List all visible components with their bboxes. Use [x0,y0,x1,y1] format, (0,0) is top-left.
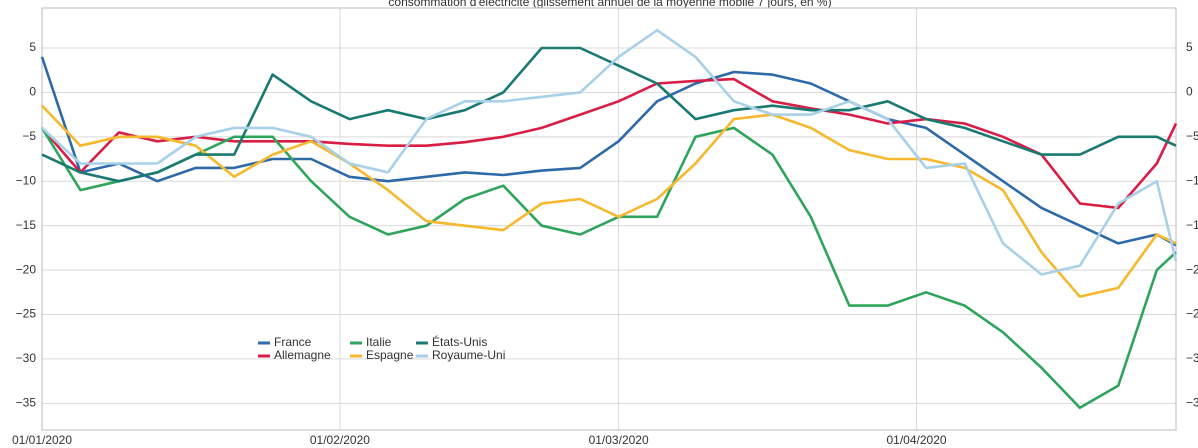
y-tick-label: −10 [16,173,37,187]
series-line [40,56,1177,247]
y-tick-label: −30 [16,351,37,365]
y-tick-label-right: −30 [1186,351,1198,365]
legend-label: Espagne [366,348,414,362]
y-tick-label-right: −10 [1186,173,1198,187]
legend-label: États-Unis [432,334,487,349]
y-tick-label-right: −5 [1186,129,1198,143]
series-line [41,104,1177,298]
y-tick-label: 0 [29,85,36,99]
series-line [41,28,1178,276]
series-line [40,126,1177,410]
y-tick-label-right: −15 [1186,218,1198,232]
y-tick-label-right: 0 [1186,85,1193,99]
legend-label: Italie [366,335,392,349]
x-tick-label: 01/03/2020 [589,433,649,447]
y-tick-label: −25 [16,307,37,321]
y-tick-label: −20 [16,262,37,276]
y-tick-label-right: −20 [1186,262,1198,276]
x-tick-label: 01/01/2020 [12,433,72,447]
legend-label: France [274,335,312,349]
x-tick-label: 01/04/2020 [886,433,946,447]
y-tick-label-right: 5 [1186,40,1193,54]
legend-label: Allemagne [274,348,331,362]
series-line [41,77,1178,210]
y-tick-label: −35 [16,396,37,410]
legend-label: Royaume-Uni [432,348,505,362]
series-line [41,46,1177,183]
y-tick-label: −5 [22,129,36,143]
y-tick-label-right: −35 [1186,396,1198,410]
x-tick-label: 01/02/2020 [310,433,370,447]
y-tick-label-right: −25 [1186,307,1198,321]
y-tick-label: 5 [29,40,36,54]
chart-title: consommation d'électricité (glissement a… [388,0,831,9]
y-tick-label: −15 [16,218,37,232]
plot-frame [41,7,1177,431]
